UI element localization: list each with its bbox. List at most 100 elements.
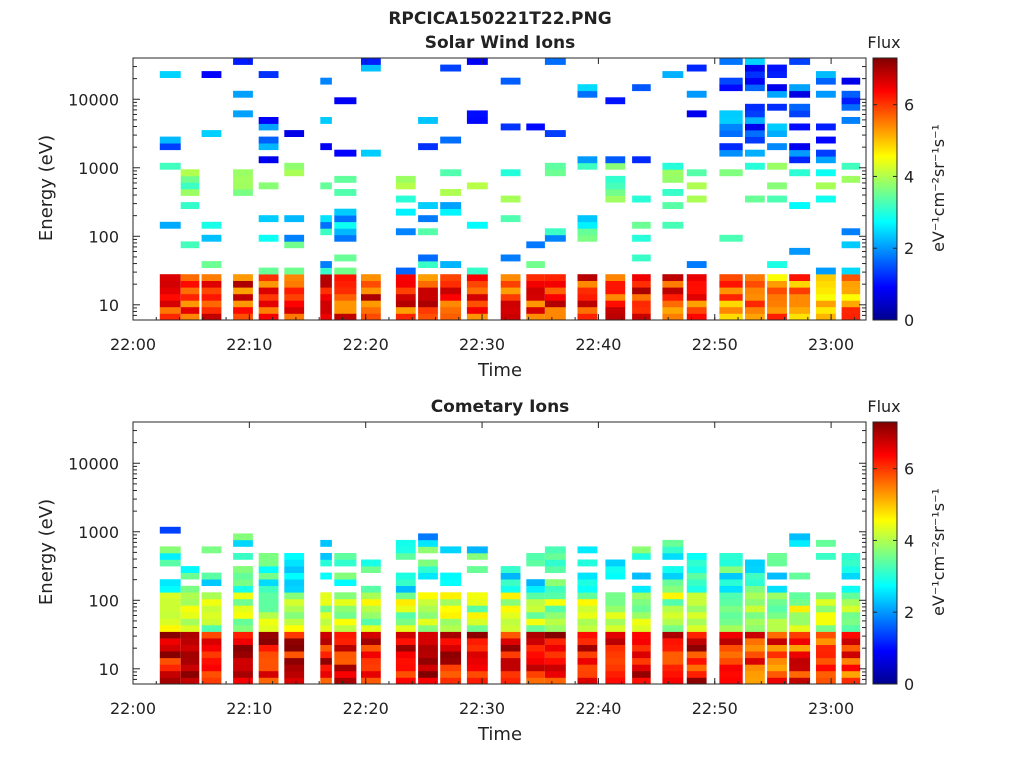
spectrogram-cell (361, 274, 381, 281)
spectrogram-cell (816, 195, 836, 203)
spectrogram-cell (320, 293, 332, 301)
spectrogram-cell (577, 84, 598, 92)
spectrogram-cell (395, 300, 416, 308)
spectrogram-cell (440, 169, 462, 177)
spectrogram-cell (500, 77, 521, 85)
spectrogram-cell (632, 677, 651, 685)
spectrogram-cell (334, 97, 357, 105)
spectrogram-cell (284, 625, 305, 632)
spectrogram-cell (745, 657, 765, 665)
spectrogram-cell (284, 605, 305, 613)
spectrogram-cell (816, 90, 836, 98)
spectrogram-cell (201, 287, 222, 295)
spectrogram-cell (320, 117, 332, 124)
spectrogram-cell (159, 300, 181, 308)
spectrogram-cell (180, 274, 200, 281)
spectrogram-cell (418, 677, 438, 685)
spectrogram-cell (334, 664, 357, 672)
spectrogram-cell (233, 566, 253, 573)
spectrogram-cell (284, 566, 305, 573)
spectrogram-cell (526, 598, 545, 606)
spectrogram-cell (719, 664, 743, 672)
spectrogram-cell (745, 300, 765, 308)
spectrogram-cell (500, 274, 521, 281)
spectrogram-cell (201, 644, 222, 652)
spectrogram-cell (440, 293, 462, 301)
spectrogram-cell (526, 306, 545, 314)
spectrogram-cell (159, 553, 181, 560)
spectrogram-cell (466, 300, 488, 308)
panel-title: Cometary Ions (431, 397, 570, 417)
spectrogram-cell (258, 585, 279, 593)
spectrogram-cell (466, 221, 488, 229)
spectrogram-cell (841, 241, 861, 249)
spectrogram-cell (440, 274, 462, 281)
x-tick-label: 22:10 (226, 335, 272, 354)
x-tick-label: 22:10 (226, 699, 272, 718)
spectrogram-cell (361, 306, 381, 314)
spectrogram-cell (605, 559, 626, 567)
colorbar-title: Flux (867, 397, 900, 416)
spectrogram-cell (233, 670, 253, 678)
spectrogram-cell (767, 677, 787, 685)
spectrogram-cell (662, 664, 684, 672)
spectrogram-cell (466, 612, 488, 619)
spectrogram-cell (662, 585, 684, 593)
spectrogram-cell (159, 612, 181, 619)
spectrogram-cell (662, 677, 684, 685)
spectrogram-cell (233, 631, 253, 639)
spectrogram-cell (544, 169, 566, 177)
spectrogram-cell (605, 156, 626, 164)
spectrogram-cell (233, 579, 253, 586)
spectrogram-cell (418, 215, 438, 223)
spectrogram-cell (577, 670, 598, 678)
spectrogram-cell (526, 274, 545, 281)
spectrogram-cell (361, 300, 381, 308)
spectrogram-cell (526, 313, 545, 321)
spectrogram-cell (334, 175, 357, 183)
spectrogram-cell (526, 651, 545, 659)
spectrogram-cell (258, 631, 279, 639)
axes-box (132, 57, 867, 321)
spectrogram-cell (662, 221, 684, 229)
spectrogram-cell (418, 254, 438, 262)
spectrogram-cell (841, 677, 861, 685)
spectrogram-cell (440, 300, 462, 308)
spectrogram-cell (841, 657, 861, 665)
spectrogram-cell (745, 618, 765, 626)
spectrogram-cell (745, 598, 765, 606)
spectrogram-cell (440, 605, 462, 613)
spectrogram-cell (320, 215, 332, 223)
spectrogram-cell (662, 546, 684, 554)
spectrogram-cell (841, 553, 861, 560)
spectrogram-cell (686, 169, 707, 177)
spectrogram-cell (745, 677, 765, 685)
spectrogram-cell (719, 234, 743, 242)
spectrogram-cell (745, 670, 765, 678)
spectrogram-cell (686, 657, 707, 665)
spectrogram-cell (395, 585, 416, 593)
spectrogram-cell (662, 175, 684, 183)
spectrogram-cell (767, 657, 787, 665)
spectrogram-cell (284, 651, 305, 659)
spectrogram-cell (361, 598, 381, 606)
spectrogram-cell (320, 664, 332, 672)
spectrogram-cell (526, 280, 545, 288)
spectrogram-cell (719, 130, 743, 137)
spectrogram-cell (334, 553, 357, 560)
spectrogram-cell (159, 638, 181, 645)
spectrogram-cell (466, 546, 488, 554)
spectrogram-cell (395, 598, 416, 606)
spectrogram-cell (466, 670, 488, 678)
colorbar-tick-label: 0 (904, 675, 914, 694)
spectrogram-cell (418, 274, 438, 281)
spectrogram-cell (841, 651, 861, 659)
spectrogram-cell (320, 598, 332, 606)
spectrogram-cell (632, 631, 651, 639)
spectrogram-cell (395, 592, 416, 600)
spectrogram-cell (719, 579, 743, 586)
spectrogram-cell (767, 300, 787, 308)
spectrogram-cell (180, 182, 200, 190)
spectrogram-cell (466, 287, 488, 295)
spectrogram-cell (361, 585, 381, 593)
